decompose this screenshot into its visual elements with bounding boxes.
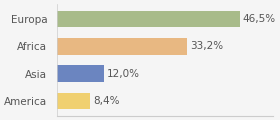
Bar — [57, 93, 90, 109]
Bar — [57, 38, 187, 55]
Text: 8,4%: 8,4% — [93, 96, 120, 106]
Text: 33,2%: 33,2% — [191, 41, 224, 51]
Text: 12,0%: 12,0% — [107, 69, 140, 79]
Text: 46,5%: 46,5% — [243, 14, 276, 24]
Bar — [57, 65, 104, 82]
Bar — [57, 11, 240, 27]
